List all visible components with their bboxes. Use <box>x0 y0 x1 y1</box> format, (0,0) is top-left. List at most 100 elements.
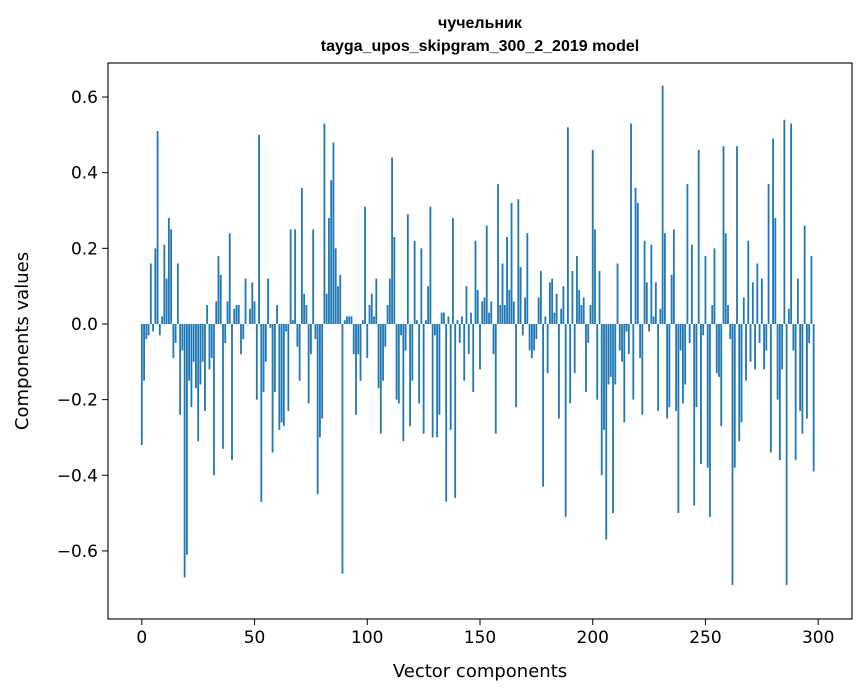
y-tick-label: −0.6 <box>57 542 98 562</box>
bar <box>465 286 468 324</box>
bar <box>747 240 750 324</box>
bar <box>287 323 290 411</box>
bar <box>404 323 407 351</box>
bar <box>686 184 689 324</box>
bar <box>652 316 655 324</box>
bar <box>269 323 272 328</box>
bar <box>262 323 265 393</box>
bar <box>607 323 610 385</box>
bar <box>355 323 357 415</box>
bar <box>654 282 657 324</box>
bar <box>594 229 596 324</box>
bar <box>494 323 497 434</box>
bar <box>143 323 145 381</box>
bar <box>751 282 754 324</box>
bar <box>666 323 669 419</box>
bar <box>384 323 387 347</box>
bar <box>429 206 432 324</box>
bar <box>600 323 603 476</box>
bar <box>492 323 495 355</box>
bar <box>249 308 251 324</box>
bar <box>519 267 522 324</box>
bar <box>165 278 168 324</box>
bar <box>634 187 637 324</box>
chart-subtitle: tayga_upos_skipgram_300_2_2019 model <box>321 38 639 55</box>
bar <box>510 202 513 324</box>
bar <box>337 286 339 324</box>
bar <box>364 206 366 324</box>
bar <box>170 229 173 324</box>
bar <box>346 316 348 324</box>
bar <box>192 323 195 362</box>
bar <box>289 229 292 324</box>
bar <box>386 305 389 324</box>
bar <box>400 323 402 336</box>
bar <box>377 323 380 389</box>
bar <box>693 323 696 506</box>
bar <box>645 282 648 324</box>
bar <box>152 323 154 332</box>
bar <box>706 323 709 468</box>
bar <box>382 323 384 381</box>
bar <box>204 323 206 411</box>
bar <box>783 119 786 324</box>
x-tick-label: 50 <box>244 628 266 648</box>
bar <box>402 323 405 442</box>
bar <box>393 236 396 324</box>
bar <box>636 202 639 324</box>
bar <box>672 229 675 324</box>
bar <box>485 225 488 324</box>
bar <box>474 240 477 324</box>
bar <box>740 323 743 423</box>
bar <box>273 323 276 393</box>
bar <box>794 323 797 461</box>
bar <box>691 244 693 324</box>
bar <box>278 323 281 430</box>
bar <box>424 320 427 324</box>
bar <box>562 286 565 324</box>
bar <box>472 323 475 393</box>
y-tick-label: 0.2 <box>71 239 98 259</box>
bar <box>310 323 312 355</box>
bar <box>677 323 680 514</box>
bar <box>276 305 278 324</box>
bar <box>711 305 714 324</box>
bar <box>582 297 585 324</box>
bar <box>298 323 301 381</box>
bar <box>760 278 763 324</box>
bar <box>609 323 612 377</box>
bar <box>713 248 716 324</box>
bar <box>456 320 459 324</box>
bar-series <box>140 85 815 585</box>
bar <box>632 323 635 400</box>
x-axis: 0 50 100 150 200 250 300 <box>136 619 834 648</box>
bar <box>754 323 756 370</box>
bar <box>149 263 152 324</box>
bar <box>603 323 605 430</box>
bar <box>763 323 765 370</box>
bar <box>174 323 177 343</box>
bar <box>767 184 770 324</box>
bar <box>512 301 515 324</box>
bar <box>370 293 373 324</box>
bar <box>443 312 445 324</box>
bar <box>201 323 204 362</box>
bar <box>319 323 321 438</box>
bar <box>727 305 729 324</box>
bar <box>325 293 328 324</box>
bar <box>208 323 211 370</box>
bar <box>808 323 811 343</box>
bar <box>589 305 592 324</box>
bar <box>228 233 231 324</box>
bar <box>461 316 463 324</box>
bar <box>294 229 297 324</box>
bar <box>542 323 545 487</box>
bar <box>339 274 342 324</box>
bar <box>454 323 457 498</box>
bar <box>312 229 315 324</box>
bar <box>785 323 788 585</box>
bar <box>237 305 240 324</box>
bar <box>418 323 421 404</box>
bar <box>682 323 684 404</box>
bar <box>524 297 526 324</box>
